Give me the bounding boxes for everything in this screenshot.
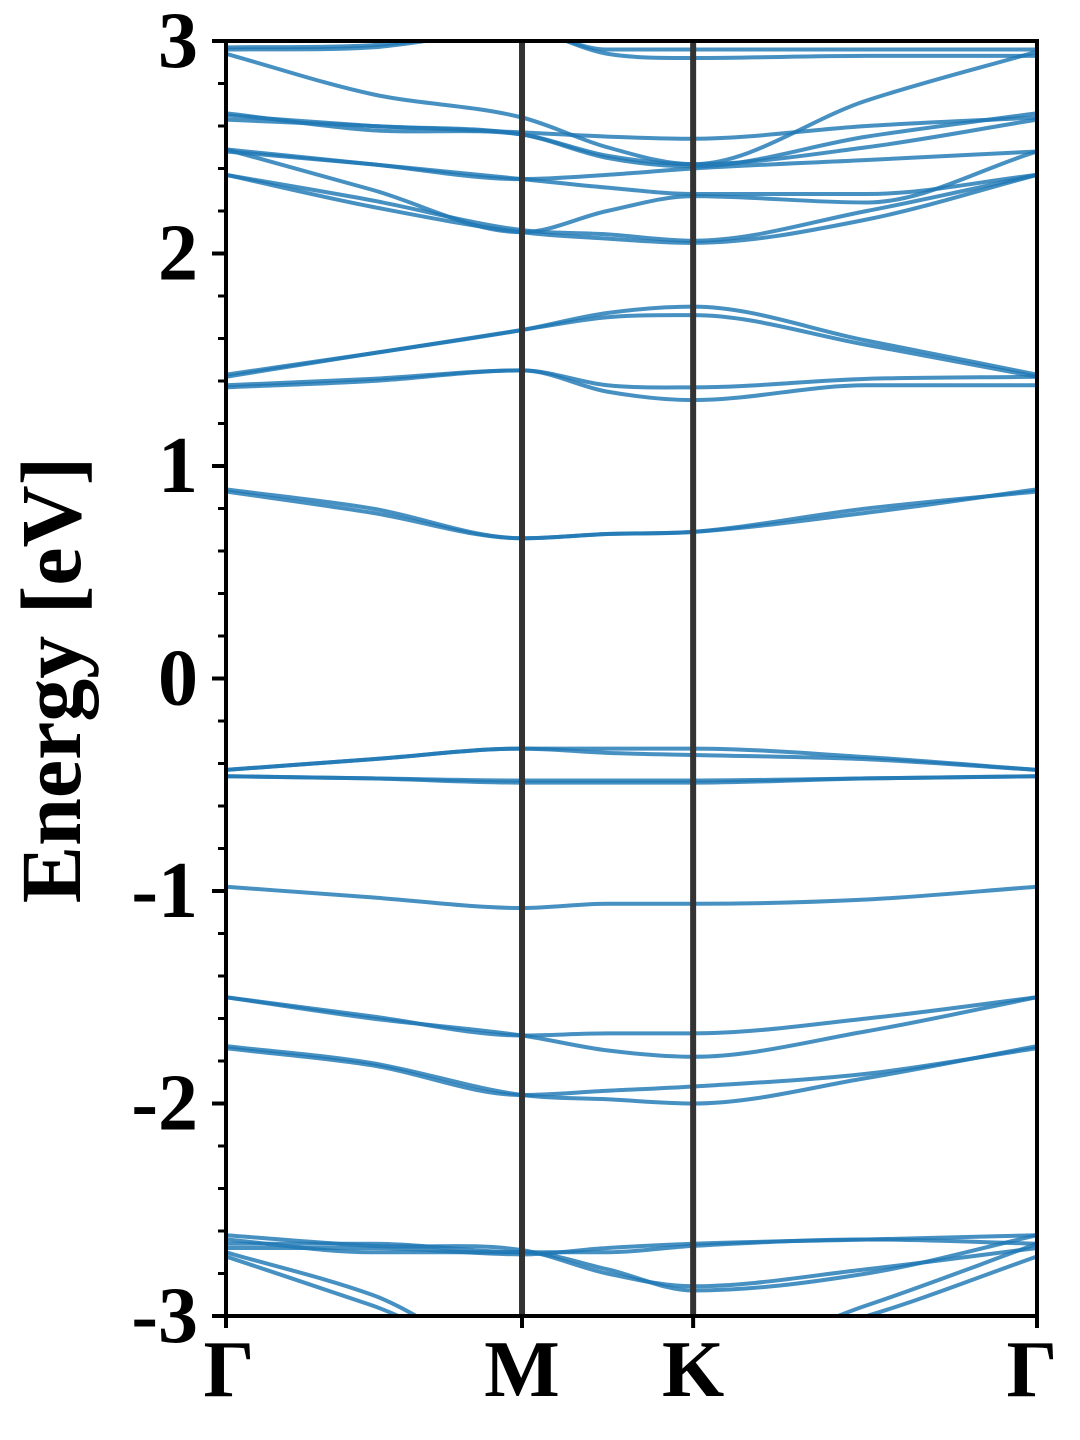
band-line-20: [226, 313, 1037, 379]
band-line-6: [226, 1241, 1037, 1316]
y-tick-label: 0: [158, 635, 198, 723]
band-series: [226, 41, 1037, 1316]
band-line-2: [226, 1237, 1037, 1255]
band-line-18: [226, 368, 1037, 390]
band-line-7: [226, 1046, 1037, 1097]
axes-frame: [224, 39, 1039, 1318]
x-tick-label-M: M: [484, 1326, 560, 1414]
x-tick-label-Γ: Γ: [1007, 1326, 1058, 1414]
band-line-3: [226, 1233, 1037, 1289]
band-line-32: [226, 41, 1037, 52]
plot-frame: [224, 39, 1039, 1318]
y-tick-label: 2: [158, 210, 198, 298]
band-line-26: [226, 147, 1037, 182]
y-tick-label: -2: [131, 1060, 198, 1148]
band-line-11: [226, 884, 1037, 910]
y-tick-label: 1: [158, 422, 198, 510]
band-line-25: [226, 147, 1037, 235]
x-tick-label-Γ: Γ: [204, 1326, 255, 1414]
y-tick-label: -1: [131, 847, 198, 935]
band-line-16: [226, 487, 1037, 541]
band-line-21: [226, 304, 1037, 379]
y-axis-label: Energy [eV]: [3, 457, 99, 904]
high-symmetry-lines: [519, 41, 697, 1316]
band-line-28: [226, 111, 1037, 169]
band-line-29: [226, 111, 1037, 167]
band-line-30: [226, 49, 1037, 167]
band-line-4: [226, 1233, 1037, 1293]
band-line-19: [226, 368, 1037, 403]
y-tick-label: 3: [158, 0, 198, 85]
band-line-23: [226, 172, 1037, 243]
band-line-17: [226, 489, 1037, 541]
band-line-31: [226, 41, 1037, 61]
y-tick-label: -3: [131, 1272, 198, 1360]
band-line-9: [226, 995, 1037, 1038]
band-line-8: [226, 1044, 1037, 1106]
band-line-22: [226, 172, 1037, 245]
y-tick-labels: 3 2 1 0 -1 -2 -3: [131, 0, 198, 1360]
band-line-15: [226, 746, 1037, 772]
band-line-10: [226, 995, 1037, 1059]
band-line-13: [226, 774, 1037, 783]
x-tick-label-K: K: [662, 1326, 724, 1414]
band-line-5: [226, 1250, 1037, 1316]
